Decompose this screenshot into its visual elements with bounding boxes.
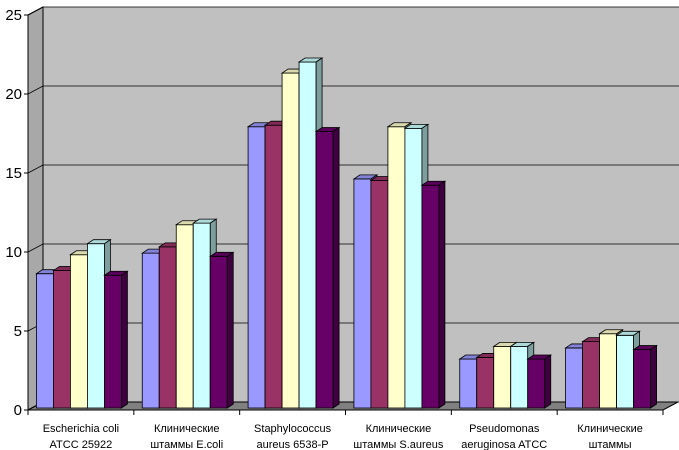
bar-front	[247, 126, 266, 409]
bar-side	[438, 180, 446, 409]
x-category-label-line: aeruginosa ATCC	[461, 439, 547, 450]
bar-front	[141, 252, 160, 409]
bar-side	[226, 251, 234, 409]
gridline	[27, 85, 679, 95]
bar-front	[459, 358, 478, 409]
gridline	[27, 243, 679, 253]
x-category-label: Клинические штаммы S.aureus	[353, 423, 443, 450]
bar	[526, 354, 553, 409]
bar-front	[404, 127, 423, 409]
bar-front	[421, 184, 440, 409]
bar-front	[281, 72, 300, 409]
bar-front	[387, 126, 406, 409]
x-category-label-line: штаммы S.aureus	[353, 439, 443, 450]
x-category-label: Escherichia coli ATCC 25922	[43, 423, 119, 450]
y-tick-label: 0	[14, 402, 22, 419]
bar-front	[175, 224, 194, 409]
bars	[35, 57, 658, 409]
bar	[314, 126, 341, 409]
y-tick-label: 15	[5, 165, 22, 182]
x-category-label-line: ATCC 25922	[50, 439, 113, 450]
bar	[103, 270, 129, 409]
bar	[475, 352, 502, 409]
gridlines	[24, 6, 679, 411]
x-category-label: Staphylococcus aureus 6538-P	[254, 423, 332, 450]
x-category-label-line: Клинические	[366, 423, 432, 435]
bar-front	[192, 222, 211, 409]
y-tick-label: 10	[5, 244, 22, 261]
bar-front	[565, 347, 583, 409]
bar-side	[121, 270, 128, 409]
y-tick-label: 5	[14, 323, 22, 340]
bar-side	[650, 344, 657, 409]
y-tick-label: 20	[5, 86, 22, 103]
bar-front	[510, 345, 529, 409]
bar-front	[599, 333, 617, 409]
x-category-label: Pseudomonas aeruginosa ATCC	[461, 423, 547, 450]
bar-front	[209, 255, 228, 409]
bar-side	[544, 354, 552, 409]
bar-front	[527, 358, 546, 409]
bar-front	[36, 273, 54, 409]
gridline	[27, 6, 679, 16]
bar-front	[158, 246, 177, 409]
bar-front	[582, 341, 600, 409]
bar	[208, 251, 235, 409]
x-category-label-line: Pseudomonas	[469, 423, 540, 435]
x-category-label-line: Клинические	[154, 423, 220, 435]
bar	[420, 180, 447, 409]
x-category-labels: Escherichia coli ATCC 25922 Клинические шта…	[43, 423, 643, 450]
bar-front	[70, 254, 88, 409]
x-category-label: Клинические штаммы	[577, 423, 643, 450]
bar-side	[332, 126, 340, 409]
axes	[27, 15, 664, 415]
bar-front	[476, 357, 495, 409]
bar-front	[264, 124, 283, 409]
bar-front	[370, 180, 389, 409]
bar-front	[315, 131, 334, 409]
bar-front	[298, 61, 317, 409]
y-tick-label: 25	[5, 7, 22, 24]
bar-front	[493, 345, 512, 409]
bar-front	[633, 349, 651, 409]
x-category-label-line: Staphylococcus	[254, 423, 332, 435]
bar-front	[353, 178, 372, 409]
x-category-label-line: Escherichia coli	[43, 423, 119, 435]
gridline	[27, 164, 679, 174]
x-category-label: Клинические штаммы E.coli	[150, 423, 223, 450]
x-category-label-line: Клинические	[577, 423, 643, 435]
bar-front	[104, 274, 122, 409]
bar-front	[53, 270, 71, 409]
y-tick-labels: 0 5 10 15 20 25	[5, 7, 22, 419]
bar-front	[616, 334, 634, 409]
x-category-label-line: aureus 6538-P	[256, 439, 328, 450]
bar	[632, 344, 658, 409]
x-category-label-line: штаммы	[589, 439, 632, 450]
x-category-label-line: штаммы E.coli	[150, 439, 223, 450]
bar-front	[87, 243, 105, 409]
